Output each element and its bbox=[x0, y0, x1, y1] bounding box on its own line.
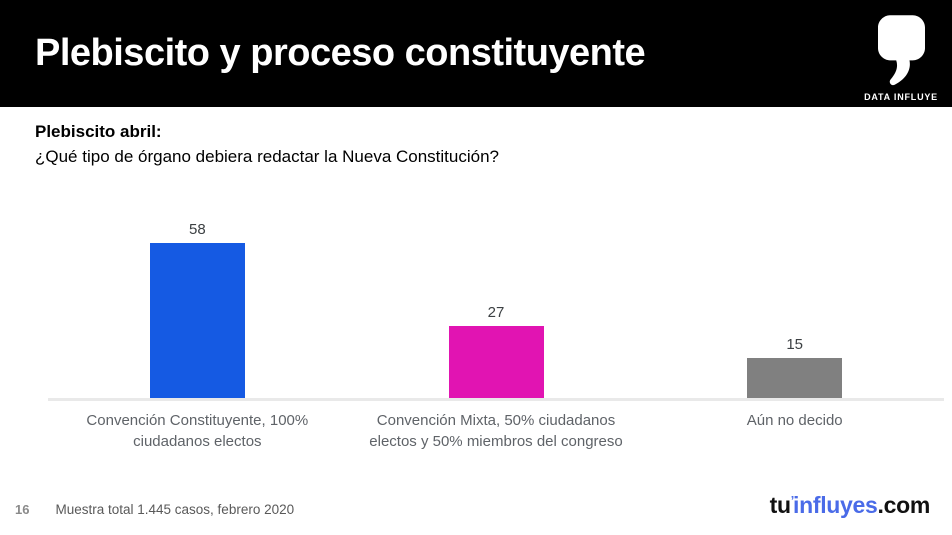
bar-column: 58 bbox=[48, 216, 347, 398]
question-lead: Plebiscito abril: bbox=[35, 122, 162, 141]
logo-apostrophe: ’ bbox=[790, 494, 795, 509]
bar-chart-categories: Convención Constituyente, 100% ciudadano… bbox=[48, 410, 944, 452]
tuinfluyes-logo: tu’influyes.com bbox=[769, 492, 931, 519]
bar-value-label: 15 bbox=[786, 336, 804, 353]
slide-header: Plebiscito y proceso constituyente DATA … bbox=[0, 0, 952, 107]
bar bbox=[149, 243, 245, 398]
brand-name: DATA INFLUYE bbox=[864, 92, 938, 102]
x-axis-line bbox=[48, 398, 944, 401]
question-text: ¿Qué tipo de órgano debiera redactar la … bbox=[35, 147, 500, 166]
slide-title: Plebiscito y proceso constituyente bbox=[35, 32, 646, 74]
bar-value-label: 58 bbox=[188, 221, 206, 239]
bar-column: 27 bbox=[347, 216, 646, 398]
category-label: Convención Mixta, 50% ciudadanos electos… bbox=[369, 412, 623, 450]
source-note: Muestra total 1.445 casos, febrero 2020 bbox=[55, 502, 295, 517]
page-number: 16 bbox=[15, 502, 30, 517]
category-label: Aún no decido bbox=[746, 412, 843, 429]
bar-chart-plot: 58 27 15 bbox=[48, 216, 944, 398]
bar-value-label: 27 bbox=[487, 304, 505, 321]
quote-comma-icon bbox=[877, 15, 925, 87]
footer-left: 16 Muestra total 1.445 casos, febrero 20… bbox=[15, 502, 294, 517]
category-label: Convención Constituyente, 100% ciudadano… bbox=[86, 412, 309, 450]
brand-block: DATA INFLUYE bbox=[864, 15, 938, 102]
bar-column: 15 bbox=[645, 216, 944, 398]
logo-prefix: tu bbox=[769, 492, 791, 518]
logo-suffix: .com bbox=[877, 492, 931, 518]
question-block: Plebiscito abril: ¿Qué tipo de órgano de… bbox=[35, 120, 499, 168]
bar bbox=[747, 358, 843, 398]
logo-highlight: influyes bbox=[793, 492, 878, 518]
bar bbox=[448, 326, 544, 398]
